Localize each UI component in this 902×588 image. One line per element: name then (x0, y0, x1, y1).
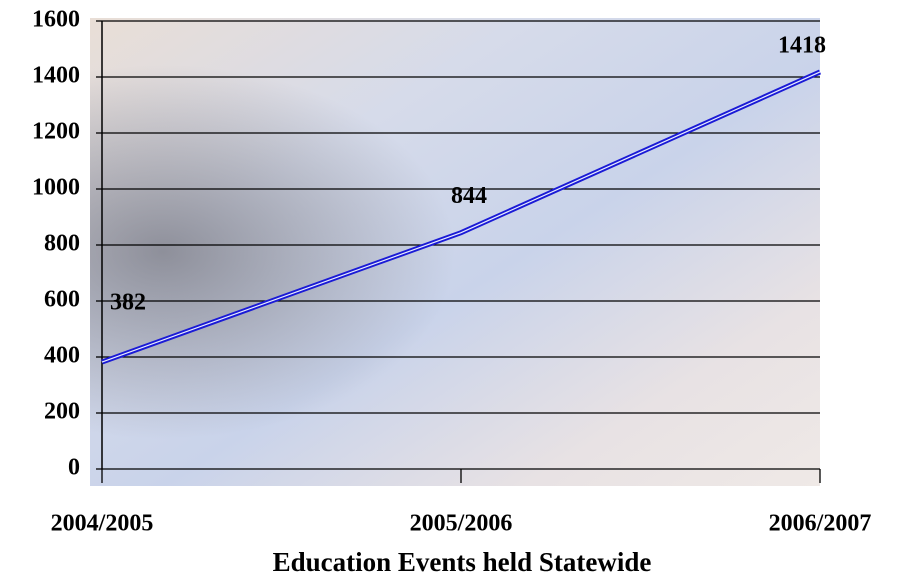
y-tick-label: 800 (44, 231, 80, 257)
y-tick-label: 0 (68, 455, 80, 481)
x-tick-label: 2006/2007 (769, 511, 872, 537)
y-tick-label: 200 (44, 399, 80, 425)
x-axis-title: Education Events held Statewide (273, 547, 652, 577)
data-label: 844 (451, 183, 487, 209)
y-tick-label: 600 (44, 287, 80, 313)
x-tick-label: 2005/2006 (410, 511, 513, 537)
data-label: 1418 (778, 32, 826, 58)
y-tick-label: 1400 (32, 63, 80, 89)
y-tick-label: 1000 (32, 175, 80, 201)
y-tick-label: 1200 (32, 119, 80, 145)
line-highlight (101, 71, 821, 363)
y-tick-label: 1600 (32, 7, 80, 33)
background-shade (90, 18, 820, 486)
y-tick-label: 400 (44, 343, 80, 369)
x-tick-label: 2004/2005 (51, 511, 154, 537)
data-label: 382 (110, 290, 146, 316)
